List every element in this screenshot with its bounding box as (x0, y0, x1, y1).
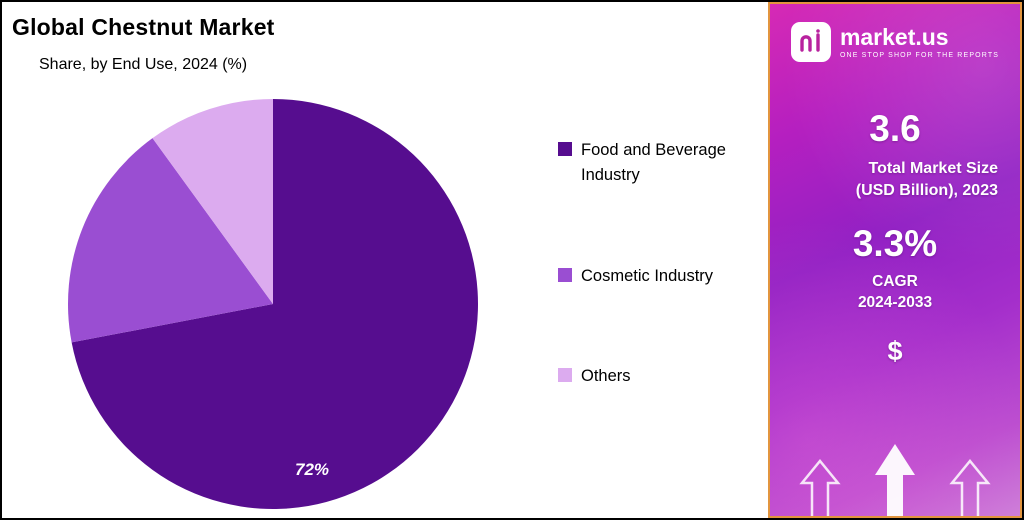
pie-chart-svg (67, 99, 478, 509)
legend-label: Cosmetic Industry (581, 266, 714, 285)
stat-cagr-value: 3.3% (852, 222, 938, 264)
brand-panel: market.us ONE STOP SHOP FOR THE REPORTS … (768, 2, 1022, 518)
legend-swatch (558, 368, 572, 383)
brand-text: market.us ONE STOP SHOP FOR THE REPORTS (840, 25, 999, 59)
stat-market-size-label: Total Market Size (USD Billion), 2023 (855, 160, 998, 200)
legend-item: Others (558, 364, 776, 389)
brand: market.us ONE STOP SHOP FOR THE REPORTS (790, 22, 999, 62)
marketus-logo-icon (790, 22, 831, 62)
legend-item: Food and Beverage Industry (558, 138, 776, 188)
pie-slice-2 (152, 99, 273, 304)
legend-item: Cosmetic Industry (558, 264, 776, 289)
chart-title: Global Chestnut Market (12, 14, 275, 40)
chart-panel: Global Chestnut Market Share, by End Use… (2, 2, 768, 518)
legend-swatch (558, 267, 572, 282)
brand-tagline: ONE STOP SHOP FOR THE REPORTS (839, 52, 1000, 60)
stat-cagr-label: CAGR 2024-2033 (857, 272, 933, 312)
stat-cagr: 3.3% CAGR 2024-2033 (770, 223, 1020, 314)
stat-market-size-value: 3.6 (869, 108, 921, 149)
brand-name: market.us (839, 23, 949, 50)
pie-data-label: 72% (295, 460, 330, 479)
growth-arrows-icon (770, 436, 1020, 516)
pie-chart: 72% (65, 96, 481, 512)
legend-label: Others (581, 367, 631, 386)
legend: Food and Beverage Industry Cosmetic Indu… (558, 138, 776, 389)
pie-slice-0 (71, 99, 478, 509)
legend-label: Food and Beverage Industry (581, 141, 726, 184)
legend-swatch (558, 142, 572, 156)
dollar-icon: $ (887, 336, 903, 367)
pie-slice-1 (67, 138, 273, 343)
stat-market-size: 3.6 Total Market Size (USD Billion), 202… (770, 108, 1020, 203)
chart-subtitle: Share, by End Use, 2024 (%) (39, 56, 248, 73)
